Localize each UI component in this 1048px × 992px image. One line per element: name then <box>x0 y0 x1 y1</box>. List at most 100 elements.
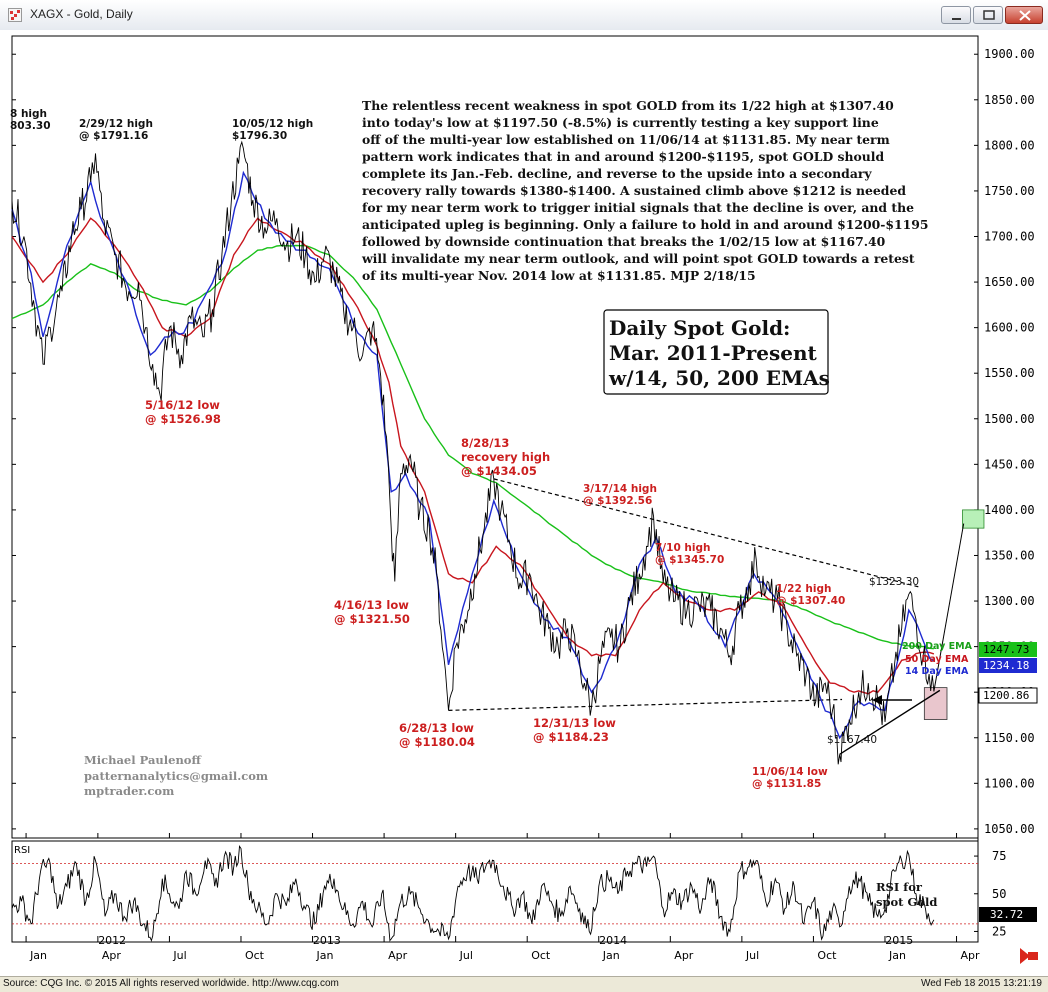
rsi-axis: 75 50 25 <box>12 849 1006 938</box>
maximize-button[interactable] <box>973 6 1003 24</box>
rsi-axis-tick-label: 25 <box>992 924 1006 938</box>
chart-lines <box>11 140 965 942</box>
trend-line <box>448 698 843 711</box>
annotation-text: @ $1345.70 <box>655 554 724 566</box>
annotation-text: @ $1526.98 <box>145 412 221 426</box>
annotation-text: @ $1131.85 <box>752 778 821 790</box>
price-axis-tick-label: 1900.00 <box>984 47 1035 61</box>
price-axis: 1900.00 1850.00 1800.00 1750.00 1700.00 1650.… <box>12 47 1035 836</box>
annotation-text: 6/28/13 low <box>399 721 474 735</box>
last-price-flag-text: 1200.86 <box>983 689 1029 702</box>
time-axis-label: Jul <box>459 949 473 962</box>
price-axis-tick-label: 1500.00 <box>984 412 1035 426</box>
annotation-text: 5/16/12 low <box>145 398 220 412</box>
annotation-text: 7/10 high <box>655 542 710 554</box>
price-axis-tick-label: 1700.00 <box>984 230 1035 244</box>
time-axis-label: Apr <box>674 949 694 962</box>
commentary-line: complete its Jan.-Feb. decline, and reve… <box>362 166 872 181</box>
annotation-text: recovery high <box>461 450 550 464</box>
price-axis-tick-label: 1400.00 <box>984 503 1035 517</box>
price-axis-tick-label: 1850.00 <box>984 93 1035 107</box>
annotation-text: 1/22 high <box>776 583 831 595</box>
commentary-line: off of the multi-year low established on… <box>362 132 890 147</box>
rsi-note: RSI for spot Gold <box>876 880 937 909</box>
rsi-value-flag <box>979 907 1037 922</box>
commentary-line: pattern work indicates that in and aroun… <box>362 149 884 164</box>
author-email: patternanalytics@gmail.com <box>84 769 268 783</box>
time-axis-label: Jan <box>316 949 334 962</box>
title-bar: XAGX - Gold, Daily <box>0 0 1048 31</box>
ema200-price-flag-text: 1247.73 <box>983 643 1029 656</box>
chart-title-line: Daily Spot Gold: <box>609 316 790 340</box>
annotation-10-05-12-high: 10/05/12 high $1796.30 <box>232 118 313 142</box>
commentary-line: recovery rally towards $1380-$1400. A su… <box>362 183 906 198</box>
minimize-button[interactable] <box>941 6 971 24</box>
annotation-text: 10/05/12 high <box>232 118 313 130</box>
maximize-icon <box>983 10 995 20</box>
window-title: XAGX - Gold, Daily <box>30 7 133 21</box>
rsi-pane-label: RSI <box>14 845 30 856</box>
author-site: mptrader.com <box>84 784 174 798</box>
annotation-2011-high: 8 high 803.30 <box>10 108 51 132</box>
target-zone-box <box>962 509 985 529</box>
legend-14-ema: 14 Day EMA <box>905 666 969 677</box>
close-icon <box>1019 10 1031 21</box>
commentary-line: The relentless recent weakness in spot G… <box>362 98 894 113</box>
annotation-text: @ $1392.56 <box>583 495 652 507</box>
close-button[interactable] <box>1005 6 1043 24</box>
chart-canvas[interactable]: 1900.00 1850.00 1800.00 1750.00 1700.00 1650.… <box>0 30 1048 976</box>
commentary: The relentless recent weakness in spot G… <box>361 98 929 283</box>
rsi-line <box>11 845 935 942</box>
annotation-text: @ $1321.50 <box>334 612 410 626</box>
annotation-1323: $1323.30 <box>869 576 919 588</box>
time-axis-label: Oct <box>531 949 551 962</box>
annotation-1167: $1167.40 <box>827 734 877 746</box>
annotation-1-22-high: 1/22 high @ $1307.40 <box>776 583 845 607</box>
annotation-text: 12/31/13 low <box>533 716 616 730</box>
price-pane <box>11 35 979 839</box>
time-axis-label: 2014 <box>599 934 627 947</box>
commentary-line: for my near term work to trigger initial… <box>362 200 914 215</box>
ema-200-line <box>11 244 934 650</box>
time-axis-label: 2015 <box>885 934 913 947</box>
support-zone-box <box>923 687 948 720</box>
time-axis-label: 2013 <box>313 934 341 947</box>
last-price-flag <box>978 687 1038 704</box>
annotation-3-17-14-high: 3/17/14 high @ $1392.56 <box>583 483 657 507</box>
status-source: Source: CQG Inc. © 2015 All rights reser… <box>3 978 339 989</box>
commentary-line: anticipated upleg is beginning. Only a f… <box>362 217 929 232</box>
time-axis-label: Oct <box>817 949 837 962</box>
time-axis: Jan 2012 Apr Jul Oct Jan 2013 Apr Jul Oct Jan 2014 A… <box>25 833 980 962</box>
ema14-price-flag-text: 1234.18 <box>983 659 1029 672</box>
annotation-text: 803.30 <box>10 120 51 132</box>
time-axis-label: Apr <box>102 949 122 962</box>
commentary-line: will invalidate my near term outlook, an… <box>361 251 915 266</box>
chart-title-line: w/14, 50, 200 EMAs <box>608 366 830 390</box>
price-axis-tick-label: 1300.00 <box>984 594 1035 608</box>
price-axis-tick-label: 1650.00 <box>984 275 1035 289</box>
annotation-text: 2/29/12 high <box>79 118 153 130</box>
rsi-pane <box>11 840 979 943</box>
projection-line <box>933 523 965 692</box>
annotation-text: 8 high <box>10 108 47 120</box>
price-axis-tick-label: 1350.00 <box>984 548 1035 562</box>
time-axis-label: Jan <box>602 949 620 962</box>
price-axis-tick-label: 1150.00 <box>984 731 1035 745</box>
price-axis-tick-label: 1050.00 <box>984 822 1035 836</box>
price-axis-tick-label: 1750.00 <box>984 184 1035 198</box>
annotation-text: 8/28/13 <box>461 436 509 450</box>
chart-title-line: Mar. 2011-Present <box>609 341 818 365</box>
annotation-8-28-13-high: 8/28/13 recovery high @ $1434.05 <box>461 436 550 478</box>
scroll-right-arrow-icon[interactable] <box>1020 948 1038 964</box>
annotation-12-31-13-low: 12/31/13 low @ $1184.23 <box>533 716 616 744</box>
annotation-text: @ $1434.05 <box>461 464 537 478</box>
annotation-7-10-high: 7/10 high @ $1345.70 <box>655 542 724 566</box>
time-axis-label: Jan <box>888 949 906 962</box>
trend-line <box>839 689 941 755</box>
rsi-axis-tick-label: 50 <box>992 887 1006 901</box>
trend-line <box>493 478 921 588</box>
annotation-text: $1796.30 <box>232 130 287 142</box>
time-axis-label: Jul <box>745 949 759 962</box>
legend-200-ema: 200 Day EMA <box>902 641 973 652</box>
